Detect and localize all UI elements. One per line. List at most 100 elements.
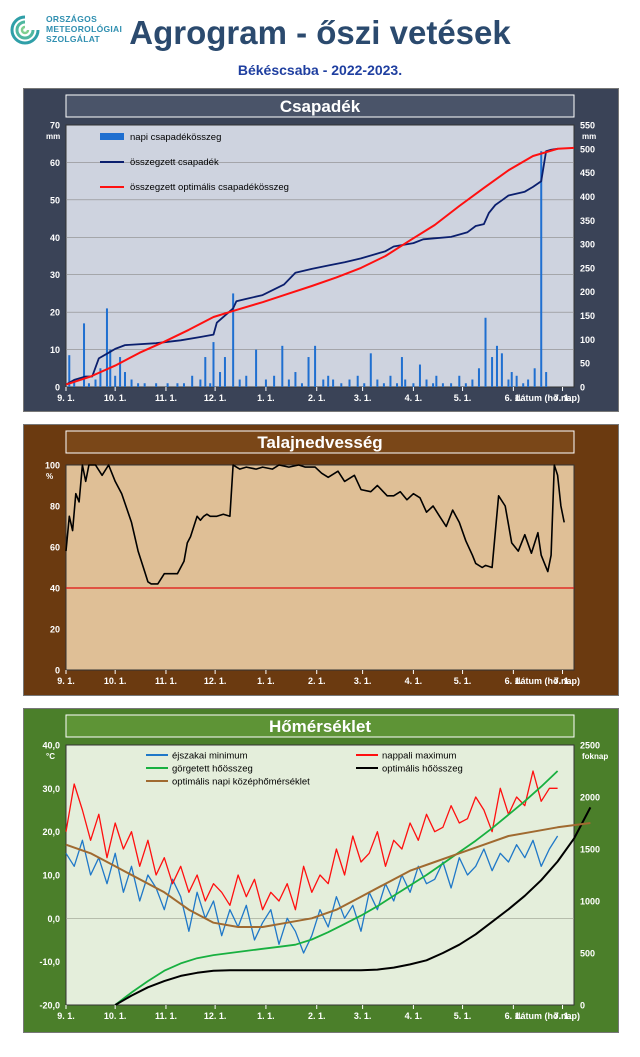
legend-label: összegzett csapadék (130, 157, 219, 168)
precip-bar (533, 368, 536, 387)
precipitation-panel: Csapadék 0 10 20 30 40 50 60 70 mm 0 50 100 150 200 250… (23, 88, 619, 412)
precip-bar (68, 355, 71, 387)
legend-swatch-bar (100, 133, 124, 140)
x-tick-label: 5. 1. (454, 1011, 472, 1021)
precip-bar (314, 345, 317, 387)
x-tick-label: 7. 1. (554, 393, 572, 403)
left-y-tick-label: 50 (50, 195, 60, 205)
left-y-unit: mm (46, 132, 60, 141)
precip-bar (396, 383, 399, 387)
x-tick-label: 9. 1. (57, 1011, 75, 1021)
precip-bar (491, 357, 494, 387)
precip-bar (404, 379, 407, 387)
precip-bar (389, 375, 392, 387)
chart-title: Csapadék (280, 97, 361, 116)
x-tick-label: 6. 1. (505, 676, 523, 686)
page-title: Agrogram - őszi vetések (129, 14, 511, 51)
precip-bar (199, 379, 202, 387)
precip-bar (209, 383, 212, 387)
precip-bar (348, 379, 351, 387)
x-tick-label: 5. 1. (454, 676, 472, 686)
x-tick-label: 11. 1. (155, 393, 177, 403)
soil-moisture-line (65, 464, 565, 585)
title-banner (65, 714, 575, 738)
precip-bar (545, 372, 548, 387)
precip-bar (495, 345, 498, 387)
x-tick-label: 11. 1. (155, 1011, 177, 1021)
right-y-tick-label: 0 (580, 383, 585, 393)
precip-bar (294, 372, 297, 387)
precip-bar (540, 151, 543, 387)
precip-bar (432, 383, 435, 387)
precip-bar (425, 379, 428, 387)
legend-label: összegzett optimális csapadékösszeg (130, 182, 289, 193)
precip-bar (105, 308, 108, 387)
x-tick-label: 9. 1. (57, 393, 75, 403)
right-y-tick-label: 150 (580, 311, 595, 321)
x-tick-label: 1. 1. (257, 393, 275, 403)
right-y-tick-label: 300 (580, 240, 595, 250)
precip-bar (412, 383, 415, 387)
precip-bar (73, 379, 76, 387)
header: ORSZÁGOS METEOROLÓGIAI SZOLGÁLAT Agrogra… (0, 0, 640, 86)
x-tick-label: 9. 1. (57, 676, 75, 686)
legend-label: optimális napi középhőmérséklet (172, 777, 310, 788)
optimal-mean-temp-line (65, 822, 591, 928)
x-tick-label: 5. 1. (454, 393, 472, 403)
precip-bar (322, 379, 325, 387)
left-y-tick-label: 70 (50, 121, 60, 131)
right-y-tick-label: 550 (580, 121, 595, 131)
precip-bar (300, 383, 303, 387)
x-tick-label: 12. 1. (204, 1011, 227, 1021)
precip-bar (83, 323, 86, 387)
omsz-logo: ORSZÁGOS METEOROLÓGIAI SZOLGÁLAT (8, 14, 148, 58)
left-y-tick-label: 60 (50, 543, 60, 553)
x-tick-label: 2. 1. (308, 393, 326, 403)
precip-bar (356, 375, 359, 387)
right-y-unit: foknap (582, 752, 608, 761)
title-banner (65, 430, 575, 454)
precip-bar (264, 379, 267, 387)
x-tick-label: 10. 1. (104, 1011, 127, 1021)
right-y-tick-label: 500 (580, 949, 595, 959)
precip-bar (176, 383, 179, 387)
right-y-tick-label: 1500 (580, 845, 600, 855)
left-y-tick-label: 100 (45, 461, 60, 471)
left-y-tick-label: 40,0 (42, 741, 60, 751)
x-tick-label: 1. 1. (257, 1011, 275, 1021)
x-tick-label: 12. 1. (204, 393, 227, 403)
legend-label: optimális hőösszeg (382, 764, 463, 775)
precip-bar (369, 353, 372, 387)
left-y-tick-label: 60 (50, 158, 60, 168)
precip-bar (273, 375, 276, 387)
precip-bar (500, 353, 503, 387)
legend-label: éjszakai minimum (172, 751, 248, 762)
left-y-tick-label: 80 (50, 502, 60, 512)
x-tick-label: 10. 1. (104, 676, 127, 686)
x-tick-label: 4. 1. (405, 1011, 423, 1021)
precip-bar (232, 293, 235, 387)
x-tick-label: 1. 1. (257, 676, 275, 686)
right-y-tick-label: 250 (580, 263, 595, 273)
precip-bar (441, 383, 444, 387)
precip-bar (143, 383, 146, 387)
left-y-unit: % (46, 472, 53, 481)
left-y-unit: °C (46, 752, 55, 761)
right-y-tick-label: 2500 (580, 741, 600, 751)
precip-bar (471, 379, 474, 387)
precip-bar (400, 357, 403, 387)
soil-moisture-chart: Talajnedvesség 0 20 40 60 80 100% 9. 1. 10. 1. 11… (24, 425, 618, 695)
precip-bar (327, 375, 330, 387)
precip-bar (464, 383, 467, 387)
right-y-tick-label: 100 (580, 335, 595, 345)
x-tick-label: 11. 1. (155, 676, 177, 686)
left-y-tick-label: -20,0 (39, 1001, 60, 1011)
x-tick-label: 4. 1. (405, 676, 423, 686)
x-tick-label: 6. 1. (505, 1011, 523, 1021)
left-y-tick-label: 20 (50, 308, 60, 318)
right-y-tick-label: 50 (580, 359, 590, 369)
precip-bar (255, 349, 258, 387)
precip-bar (99, 368, 102, 387)
precip-bar (238, 379, 241, 387)
precip-bar (281, 345, 284, 387)
